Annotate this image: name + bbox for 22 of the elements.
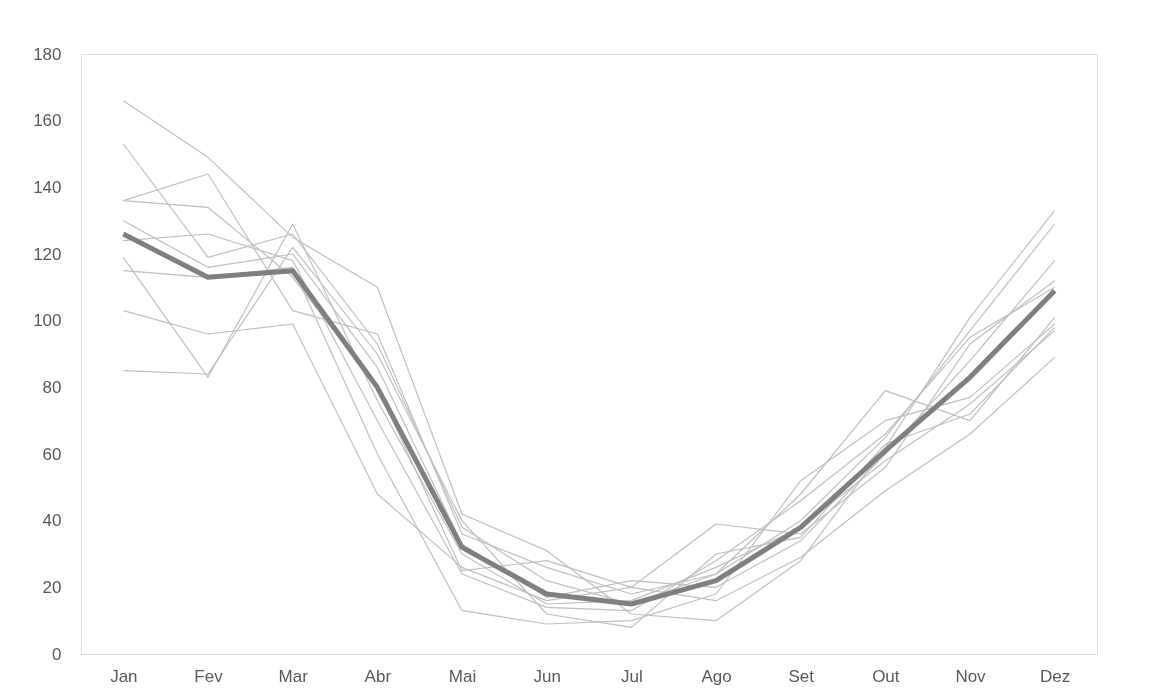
x-tick-label: Fev bbox=[194, 666, 224, 686]
y-tick-label: 180 bbox=[33, 44, 62, 64]
y-tick-label: 160 bbox=[33, 111, 62, 131]
x-tick-label: Ago bbox=[701, 666, 732, 686]
y-tick-label: 40 bbox=[42, 511, 62, 531]
y-tick-label: 140 bbox=[33, 177, 62, 197]
x-tick-label: Jul bbox=[620, 666, 643, 686]
y-tick-label: 60 bbox=[42, 444, 62, 464]
x-tick-label: Abr bbox=[364, 666, 392, 686]
y-tick-label: 20 bbox=[42, 577, 62, 597]
x-tick-label: Dez bbox=[1040, 666, 1071, 686]
x-tick-label: Mar bbox=[278, 666, 309, 686]
y-tick-label: 0 bbox=[52, 644, 62, 664]
x-tick-label: Jan bbox=[110, 666, 138, 686]
y-tick-label: 100 bbox=[33, 311, 62, 331]
x-tick-label: Out bbox=[872, 666, 900, 686]
x-tick-label: Set bbox=[788, 666, 815, 686]
y-tick-label: 80 bbox=[42, 377, 62, 397]
x-tick-label: Jun bbox=[533, 666, 561, 686]
x-tick-label: Nov bbox=[955, 666, 987, 686]
y-tick-label: 120 bbox=[33, 244, 62, 264]
x-tick-label: Mai bbox=[448, 666, 477, 686]
